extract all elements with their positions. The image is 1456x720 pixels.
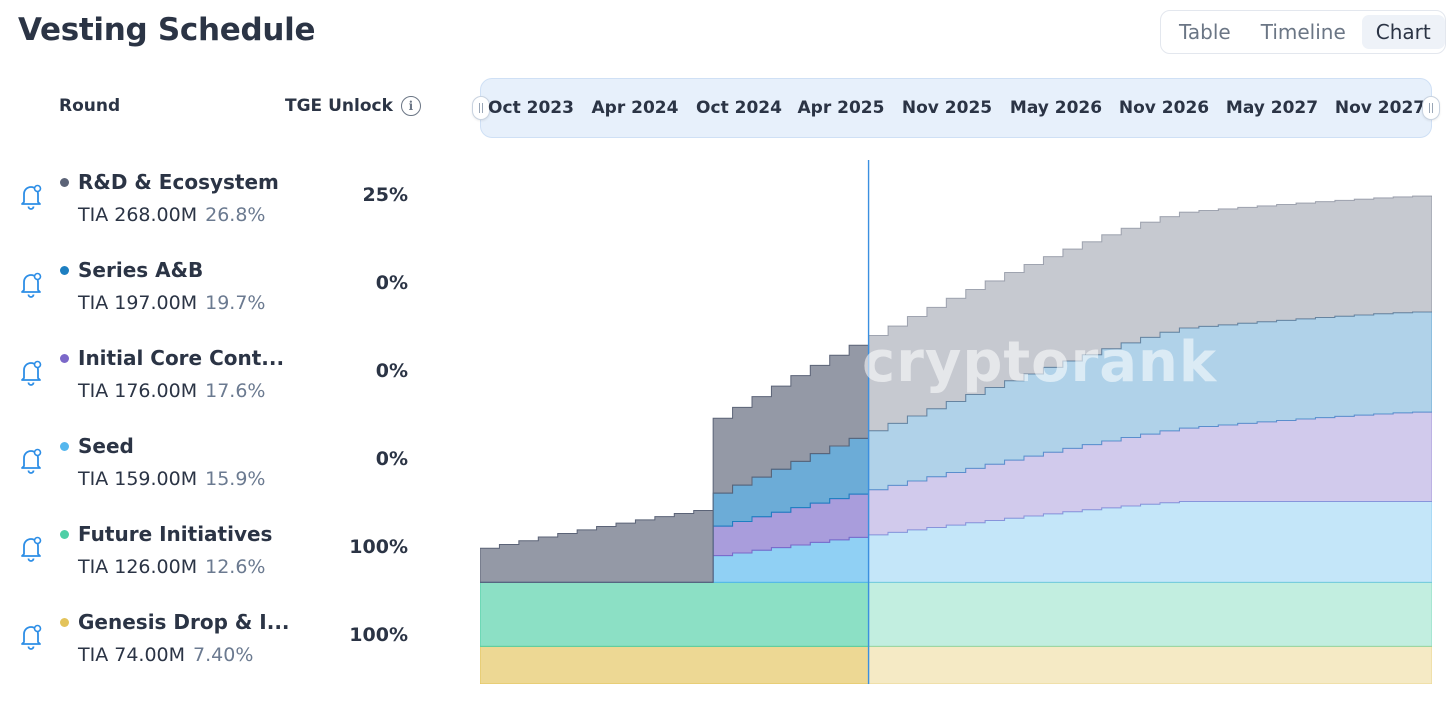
watermark-logo: cryptorank [862, 330, 1218, 395]
series-color-dot [60, 442, 69, 451]
series-area-future[interactable] [868, 581, 1432, 647]
view-table-button[interactable]: Table [1179, 20, 1231, 44]
series-color-dot [60, 266, 69, 275]
bell-icon[interactable] [18, 182, 44, 210]
round-tge-unlock: 25% [362, 184, 408, 206]
round-name: Initial Core Cont... [78, 346, 285, 370]
round-share: 17.6% [205, 380, 266, 402]
round-share: 12.6% [205, 556, 266, 578]
series-area-past[interactable] [480, 344, 870, 583]
round-name: Future Initiatives [78, 522, 273, 546]
timeline-label: Oct 2023 [488, 98, 574, 118]
round-share: 15.9% [205, 468, 266, 490]
tge-unlock-column-header: TGE Unlock i [285, 96, 421, 116]
timeline-label: Nov 2025 [901, 98, 993, 118]
round-amount-value: TIA 126.00M [78, 556, 198, 578]
round-amount-value: TIA 268.00M [78, 204, 198, 226]
round-share: 7.40% [193, 644, 254, 666]
view-toggle: Table Timeline Chart [1160, 10, 1446, 54]
round-row[interactable]: R&D & Ecosystem TIA 268.00M 26.8% 25% [0, 160, 430, 248]
round-row[interactable]: Initial Core Cont... TIA 176.00M 17.6% 0% [0, 336, 430, 424]
round-share: 19.7% [205, 292, 266, 314]
round-name: Series A&B [78, 258, 204, 282]
round-row[interactable]: Seed TIA 159.00M 15.9% 0% [0, 424, 430, 512]
round-amount-value: TIA 74.00M [78, 644, 186, 666]
series-color-dot [60, 354, 69, 363]
timeline-label: May 2027 [1225, 98, 1319, 118]
bell-icon[interactable] [18, 622, 44, 650]
series-area-future[interactable] [868, 645, 1432, 684]
round-tge-unlock: 100% [349, 536, 408, 558]
timeline-label: Nov 2027 [1334, 98, 1426, 118]
view-timeline-button[interactable]: Timeline [1260, 20, 1346, 44]
bell-icon[interactable] [18, 270, 44, 298]
round-amount: TIA 74.00M 7.40% [78, 644, 253, 666]
round-amount-value: TIA 159.00M [78, 468, 198, 490]
round-amount-value: TIA 197.00M [78, 292, 198, 314]
bell-icon[interactable] [18, 534, 44, 562]
timeline-label: Nov 2026 [1118, 98, 1210, 118]
series-area-past[interactable] [480, 645, 870, 684]
round-tge-unlock: 100% [349, 624, 408, 646]
series-color-dot [60, 618, 69, 627]
view-chart-button[interactable]: Chart [1361, 15, 1445, 49]
series-area-past[interactable] [480, 581, 870, 647]
series-color-dot [60, 530, 69, 539]
round-share: 26.8% [205, 204, 266, 226]
info-icon[interactable]: i [400, 96, 421, 116]
round-amount-value: TIA 176.00M [78, 380, 198, 402]
round-tge-unlock: 0% [375, 448, 408, 470]
bell-icon[interactable] [18, 446, 44, 474]
timeline-range-selector[interactable]: Oct 2023 Apr 2024 Oct 2024 Apr 2025 Nov … [472, 78, 1440, 138]
round-name: Genesis Drop & I... [78, 610, 290, 634]
tge-unlock-label: TGE Unlock [285, 96, 393, 116]
round-name: Seed [78, 434, 134, 458]
series-color-dot [60, 178, 69, 187]
round-amount: TIA 159.00M 15.9% [78, 468, 265, 490]
series-area-future[interactable] [868, 195, 1432, 432]
round-amount: TIA 268.00M 26.8% [78, 204, 265, 226]
timeline-label: Apr 2025 [797, 98, 885, 118]
round-amount: TIA 126.00M 12.6% [78, 556, 265, 578]
round-amount: TIA 197.00M 19.7% [78, 292, 265, 314]
range-start-handle[interactable] [472, 96, 490, 120]
range-end-handle[interactable] [1422, 96, 1440, 120]
round-tge-unlock: 0% [375, 360, 408, 382]
round-row[interactable]: Future Initiatives TIA 126.00M 12.6% 100% [0, 512, 430, 600]
round-row[interactable]: Series A&B TIA 197.00M 19.7% 0% [0, 248, 430, 336]
vesting-area-chart[interactable] [480, 160, 1432, 684]
round-tge-unlock: 0% [375, 272, 408, 294]
round-row[interactable]: Genesis Drop & I... TIA 74.00M 7.40% 100% [0, 600, 430, 688]
round-name: R&D & Ecosystem [78, 170, 279, 194]
bell-icon[interactable] [18, 358, 44, 386]
timeline-label: Oct 2024 [696, 98, 782, 118]
round-amount: TIA 176.00M 17.6% [78, 380, 265, 402]
round-column-header: Round [59, 96, 121, 116]
timeline-label: May 2026 [1009, 98, 1103, 118]
page-title: Vesting Schedule [18, 12, 316, 48]
timeline-label: Apr 2024 [591, 98, 679, 118]
